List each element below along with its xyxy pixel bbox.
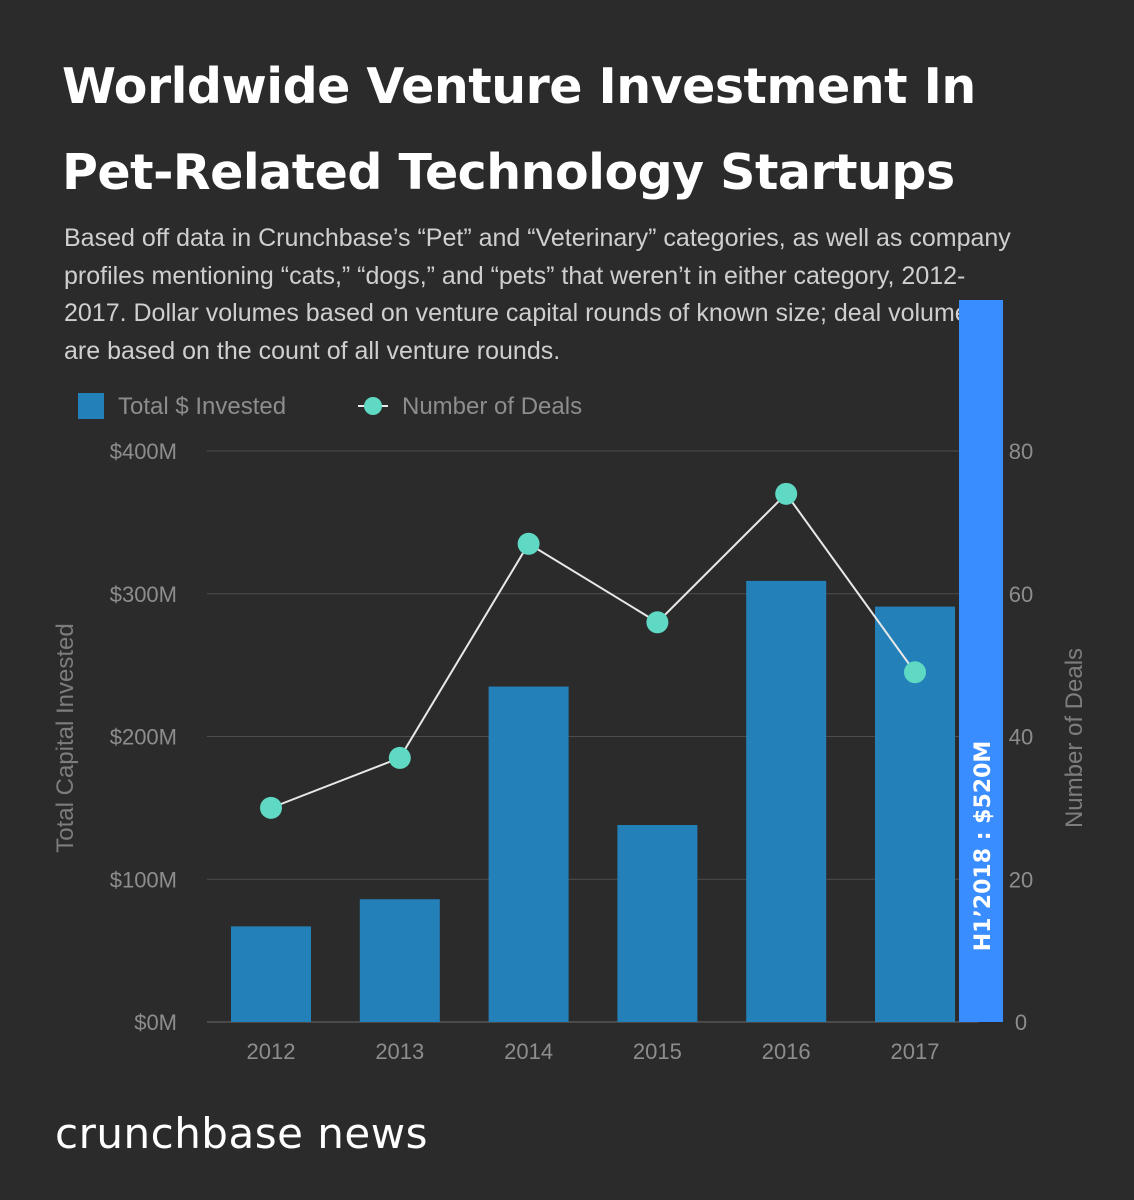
title-line-2: Pet-Related Technology Startups — [62, 144, 955, 201]
h1-2018-highlight-bar — [959, 300, 1003, 1022]
x-tick-label: 2016 — [762, 1039, 811, 1064]
bar-2013 — [359, 899, 440, 1022]
x-tick-label: 2012 — [247, 1039, 296, 1064]
h1-2018-label: H1’2018 : $520M — [971, 741, 996, 952]
y-tick-label-right: 80 — [1009, 439, 1033, 464]
legend-label-deals: Number of Deals — [402, 393, 582, 420]
title-line-1: Worldwide Venture Investment In — [62, 58, 976, 115]
y-tick-label-left: $0M — [134, 1010, 177, 1035]
y-tick-label-right: 60 — [1009, 582, 1033, 607]
bar-2012 — [231, 926, 311, 1022]
x-tick-label: 2013 — [375, 1039, 424, 1064]
bar-2014 — [488, 686, 569, 1022]
bar-2015 — [617, 825, 698, 1022]
x-tick-label: 2017 — [891, 1039, 940, 1064]
x-tick-label: 2015 — [633, 1039, 682, 1064]
y-tick-label-right: 40 — [1009, 725, 1033, 750]
y-tick-label-left: $300M — [110, 582, 177, 607]
legend-label-invested: Total $ Invested — [118, 393, 286, 420]
deals-point-2017 — [904, 661, 926, 684]
y-axis-title-right: Number of Deals — [1061, 648, 1088, 828]
legend-swatch-bar — [78, 393, 104, 419]
x-tick-label: 2014 — [504, 1039, 553, 1064]
deals-line — [270, 492, 916, 809]
y-tick-label-right: 0 — [1015, 1010, 1027, 1035]
y-tick-label-right: 20 — [1009, 867, 1033, 892]
brand-logo: crunchbase news — [55, 1109, 428, 1158]
y-tick-label-left: $400M — [110, 439, 177, 464]
deals-point-2014 — [517, 532, 540, 555]
chart-subtitle: Based off data in Crunchbase’s “Pet” and… — [64, 224, 1011, 365]
deals-point-2016 — [775, 482, 798, 505]
deals-point-2013 — [388, 746, 411, 769]
deals-point-2012 — [260, 796, 282, 819]
deals-point-2015 — [646, 611, 669, 634]
legend-marker-deals — [364, 397, 382, 415]
y-tick-label-left: $100M — [110, 867, 177, 892]
y-axis-title-left: Total Capital Invested — [52, 623, 79, 852]
y-tick-label-left: $200M — [110, 725, 177, 750]
bar-2016 — [746, 580, 827, 1022]
chart-title: Worldwide Venture Investment In Pet-Relat… — [62, 44, 1072, 216]
